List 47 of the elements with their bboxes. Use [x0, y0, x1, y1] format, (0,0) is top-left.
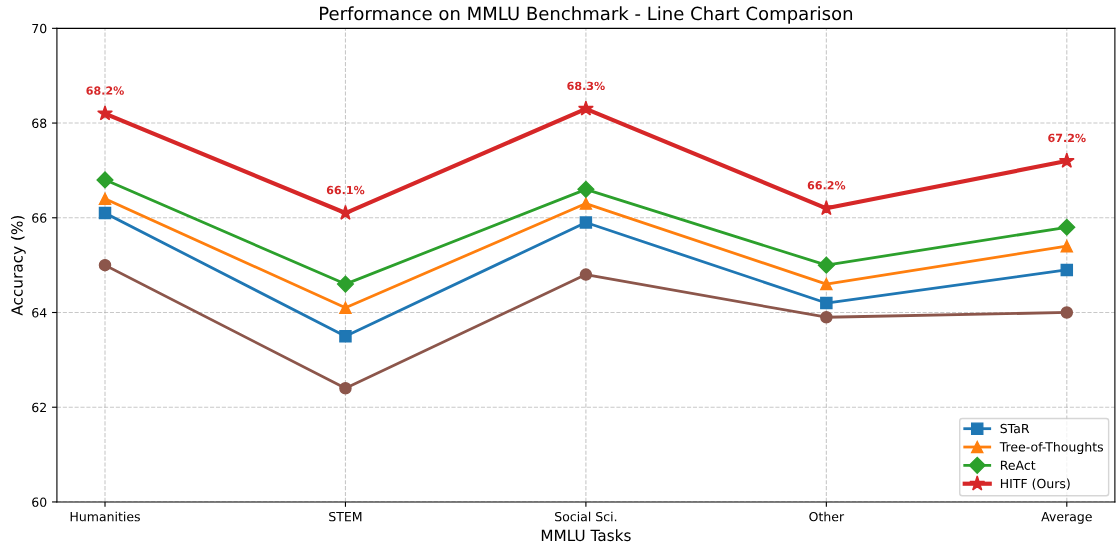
point: [337, 204, 354, 220]
data-label: 68.3%: [567, 81, 605, 91]
point: [339, 329, 352, 343]
data-label: 67.2%: [1048, 133, 1086, 143]
legend-label: STaR: [1000, 423, 1030, 434]
x-axis-title: MMLU Tasks: [541, 529, 631, 542]
y-tick-label: 70: [32, 23, 47, 34]
data-label: 66.2%: [807, 181, 846, 190]
y-tick-label: 60: [32, 497, 47, 507]
point: [98, 258, 112, 272]
point: [577, 100, 594, 116]
point: [339, 382, 352, 395]
point: [336, 275, 355, 293]
point: [96, 171, 114, 189]
point: [1060, 263, 1074, 277]
point: [579, 268, 593, 281]
x-tick-label: Humanities: [70, 511, 140, 522]
legend-label: HITF (Ours): [1000, 478, 1070, 490]
point: [579, 197, 593, 210]
chart-title: Performance on MMLU Benchmark - Line Chart Comparison: [320, 6, 853, 24]
y-tick-label: 62: [32, 402, 46, 413]
y-axis-title: Accuracy (%): [10, 215, 26, 316]
point: [820, 277, 833, 291]
point: [1058, 152, 1075, 168]
point: [579, 216, 593, 229]
legend-label: ReAct: [1000, 460, 1036, 470]
x-tick-label: Social Sci.: [555, 511, 617, 522]
point: [97, 105, 113, 121]
point: [820, 310, 833, 324]
legend-label: Tree-of-Thoughts: [999, 441, 1104, 454]
x-tick-label: STEM: [329, 511, 362, 522]
point: [98, 192, 112, 206]
y-tick-label: 66: [32, 213, 47, 223]
point: [577, 180, 595, 198]
point: [1058, 218, 1076, 236]
data-label: 66.1%: [326, 185, 365, 195]
point: [820, 296, 833, 310]
x-tick-label: Other: [809, 511, 845, 522]
point: [1060, 306, 1074, 319]
point: [339, 301, 352, 315]
point: [1060, 239, 1074, 253]
point: [817, 256, 835, 274]
data-label: 68.2%: [86, 86, 124, 95]
point: [98, 206, 112, 220]
y-tick-label: 64: [32, 307, 47, 318]
y-tick-label: 68: [32, 118, 47, 128]
x-tick-label: Average: [1041, 512, 1092, 524]
